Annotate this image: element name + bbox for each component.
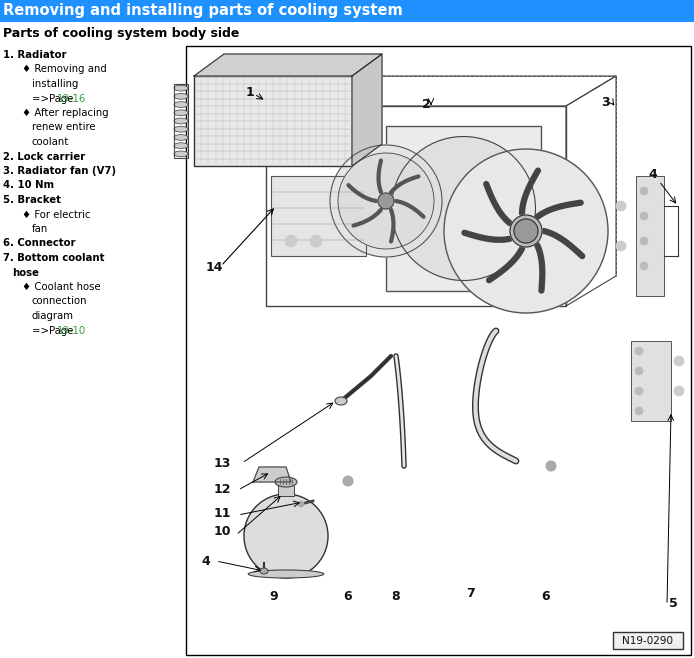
- Text: 14: 14: [206, 261, 223, 274]
- Bar: [186, 46, 691, 655]
- Circle shape: [330, 145, 442, 257]
- Ellipse shape: [260, 568, 268, 574]
- Text: 7. Bottom coolant: 7. Bottom coolant: [3, 253, 105, 263]
- Text: 3. Radiator fan (V7): 3. Radiator fan (V7): [3, 166, 116, 176]
- Circle shape: [640, 262, 648, 270]
- Text: 6: 6: [542, 590, 550, 603]
- Text: 19-10: 19-10: [57, 326, 86, 336]
- Circle shape: [546, 461, 556, 471]
- Text: coolant: coolant: [32, 137, 69, 147]
- Bar: [613, 632, 683, 649]
- Text: N19-0290: N19-0290: [623, 636, 673, 645]
- Circle shape: [674, 356, 684, 366]
- Polygon shape: [352, 54, 382, 166]
- Bar: [636, 176, 664, 296]
- Circle shape: [444, 149, 608, 313]
- Circle shape: [640, 187, 648, 195]
- Text: 19-16: 19-16: [57, 93, 86, 103]
- Bar: [278, 482, 294, 496]
- Circle shape: [635, 407, 643, 415]
- Ellipse shape: [174, 93, 188, 99]
- Text: 9: 9: [270, 590, 278, 603]
- Text: ♦ After replacing: ♦ After replacing: [22, 108, 109, 118]
- Text: 1. Radiator: 1. Radiator: [3, 50, 67, 60]
- Text: 11: 11: [214, 507, 232, 520]
- Ellipse shape: [174, 110, 188, 116]
- Ellipse shape: [275, 477, 297, 487]
- Circle shape: [640, 237, 648, 245]
- Ellipse shape: [174, 118, 188, 124]
- Circle shape: [635, 367, 643, 375]
- Bar: [631, 341, 671, 421]
- Text: 2. Lock carrier: 2. Lock carrier: [3, 151, 85, 161]
- Circle shape: [244, 494, 328, 578]
- Text: connection: connection: [32, 297, 87, 307]
- Circle shape: [616, 201, 626, 211]
- Circle shape: [310, 235, 322, 247]
- Circle shape: [298, 501, 304, 507]
- Bar: [0, 0, 694, 22]
- Circle shape: [640, 212, 648, 220]
- Ellipse shape: [174, 151, 188, 157]
- Text: 10: 10: [214, 525, 232, 538]
- Text: Parts of cooling system body side: Parts of cooling system body side: [3, 28, 239, 41]
- Text: 8: 8: [391, 590, 400, 603]
- Text: 6. Connector: 6. Connector: [3, 238, 76, 249]
- Text: 4: 4: [649, 168, 657, 181]
- Bar: [271, 176, 366, 256]
- Circle shape: [616, 241, 626, 251]
- Text: ♦ Coolant hose: ♦ Coolant hose: [22, 282, 101, 292]
- Ellipse shape: [174, 126, 188, 132]
- Text: 5. Bracket: 5. Bracket: [3, 195, 61, 205]
- Text: diagram: diagram: [32, 311, 74, 321]
- Bar: [266, 106, 566, 306]
- Text: renew entire: renew entire: [32, 122, 96, 132]
- Text: hose: hose: [12, 268, 39, 278]
- Circle shape: [635, 347, 643, 355]
- Circle shape: [338, 153, 434, 249]
- Text: 4: 4: [201, 555, 210, 568]
- Text: installing: installing: [32, 79, 78, 89]
- Ellipse shape: [174, 86, 188, 91]
- Circle shape: [635, 387, 643, 395]
- Text: 2: 2: [422, 98, 430, 111]
- Text: 4. 10 Nm: 4. 10 Nm: [3, 180, 54, 191]
- Polygon shape: [253, 467, 291, 482]
- Circle shape: [391, 136, 536, 280]
- Text: 6: 6: [344, 590, 353, 603]
- Text: 1: 1: [246, 86, 255, 99]
- Circle shape: [674, 386, 684, 396]
- Bar: [386, 126, 541, 291]
- Ellipse shape: [335, 397, 347, 405]
- Text: ♦ Removing and: ♦ Removing and: [22, 64, 107, 74]
- Circle shape: [510, 215, 542, 247]
- Circle shape: [378, 193, 394, 209]
- Bar: [194, 76, 352, 166]
- Ellipse shape: [512, 220, 540, 242]
- Text: 13: 13: [214, 457, 231, 470]
- Ellipse shape: [174, 102, 188, 107]
- Ellipse shape: [174, 135, 188, 140]
- Polygon shape: [194, 54, 382, 76]
- Text: 5: 5: [668, 597, 677, 610]
- Text: 3: 3: [602, 96, 610, 109]
- Text: fan: fan: [32, 224, 49, 234]
- Text: =>Page: =>Page: [32, 93, 76, 103]
- Text: Removing and installing parts of cooling system: Removing and installing parts of cooling…: [3, 3, 403, 18]
- Circle shape: [343, 476, 353, 486]
- Circle shape: [285, 235, 297, 247]
- Ellipse shape: [248, 570, 324, 578]
- Text: ♦ For electric: ♦ For electric: [22, 209, 90, 220]
- Bar: [174, 84, 188, 158]
- Text: =>Page: =>Page: [32, 326, 76, 336]
- Text: 7: 7: [466, 587, 475, 600]
- Text: 12: 12: [214, 483, 232, 496]
- Circle shape: [514, 219, 538, 243]
- Ellipse shape: [174, 143, 188, 149]
